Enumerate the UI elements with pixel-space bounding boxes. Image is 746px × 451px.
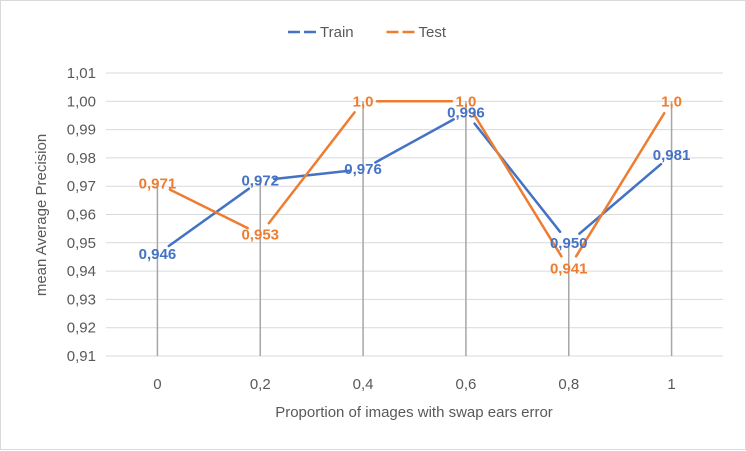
data-label-test: 1,0	[661, 93, 682, 110]
y-tick-label: 0,92	[67, 320, 96, 337]
data-label-test: 1,0	[353, 93, 374, 110]
data-label-train: 0,972	[241, 173, 279, 190]
data-label-test: 1,0	[455, 93, 476, 110]
data-label-test: 0,941	[550, 260, 588, 277]
y-tick-label: 0,98	[67, 150, 96, 167]
grid-lines	[106, 72, 723, 357]
y-axis-title: mean Average Precision	[33, 134, 50, 296]
series-segment-train	[578, 162, 663, 235]
x-tick-label: 1	[667, 376, 675, 393]
y-tick-labels: 0,91 0,92 0,93 0,94 0,95 0,96 0,97 0,98 0,99 1,00…	[67, 65, 96, 365]
series-segment-test	[267, 111, 356, 225]
legend-label-train: Train	[320, 24, 354, 41]
y-tick-label: 0,97	[67, 178, 96, 195]
series-segment-train	[374, 118, 455, 164]
data-labels: 0,946 0,972 0,976 0,996 0,950 0,981 0,971 0,953…	[139, 93, 691, 277]
series-segment-test	[574, 111, 666, 258]
series-segment-train	[272, 169, 351, 181]
data-label-test: 0,953	[241, 226, 279, 243]
y-tick-label: 0,94	[67, 263, 96, 280]
x-axis-title: Proportion of images with swap ears erro…	[275, 404, 553, 421]
y-tick-label: 1,00	[67, 93, 96, 110]
series-lines	[167, 100, 666, 258]
data-label-train: 0,950	[550, 235, 588, 252]
y-tick-label: 0,91	[67, 348, 96, 365]
series-segment-train	[473, 122, 562, 234]
x-tick-label: 0,6	[455, 376, 476, 393]
y-tick-label: 0,93	[67, 291, 96, 308]
legend-label-test: Test	[419, 24, 447, 41]
data-label-train: 0,976	[344, 161, 382, 178]
data-label-train: 0,996	[447, 105, 485, 122]
series-segment-train	[167, 187, 251, 248]
x-tick-label: 0,2	[250, 376, 271, 393]
legend: Train Test	[288, 24, 447, 41]
y-tick-label: 0,96	[67, 207, 96, 224]
y-tick-label: 0,99	[67, 122, 96, 139]
x-tick-labels: 0 0,2 0,4 0,6 0,8 1	[153, 376, 676, 393]
x-tick-label: 0,8	[558, 376, 579, 393]
y-tick-label: 0,95	[67, 235, 96, 252]
data-label-test: 0,971	[139, 175, 177, 192]
data-label-train: 0,981	[653, 147, 691, 164]
y-tick-label: 1,01	[67, 65, 96, 82]
x-tick-label: 0	[153, 376, 161, 393]
data-label-train: 0,946	[139, 246, 177, 263]
series-segment-test	[472, 111, 563, 258]
drop-lines	[156, 101, 673, 356]
x-tick-label: 0,4	[353, 376, 374, 393]
series-segment-test	[168, 188, 249, 230]
